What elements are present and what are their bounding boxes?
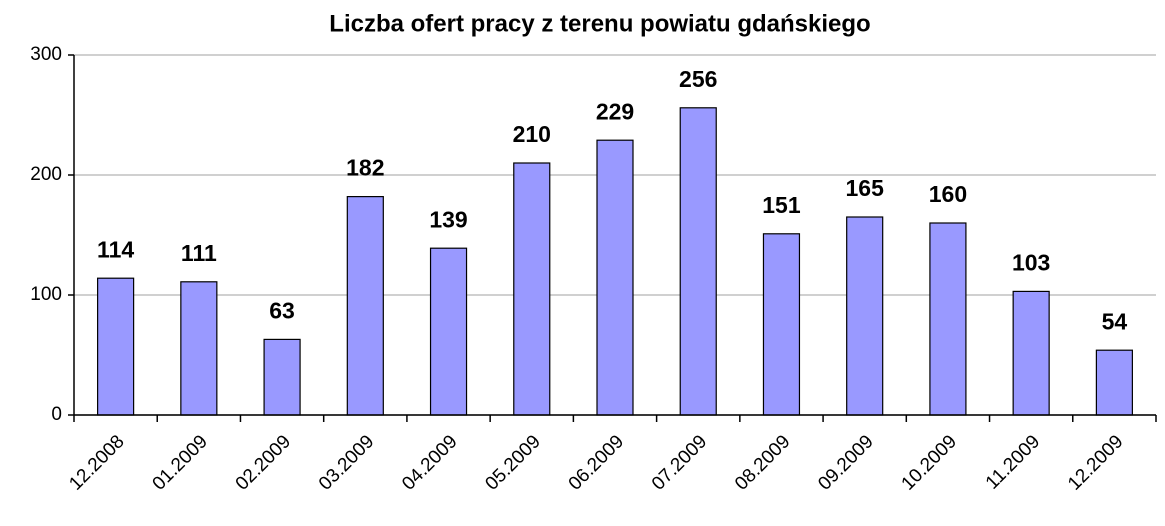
x-tick-label: 06.2009: [565, 431, 628, 494]
bar: [180, 281, 218, 416]
x-tick-label: 08.2009: [731, 431, 794, 494]
x-tick-label: 12.2008: [65, 431, 128, 494]
value-label: 54: [1102, 308, 1128, 334]
value-label: 103: [1012, 249, 1050, 275]
bar: [846, 216, 884, 416]
bar: [596, 139, 634, 416]
x-tick-label: 11.2009: [982, 431, 1044, 493]
bar: [762, 233, 801, 416]
x-tick-label: 05.2009: [481, 431, 544, 494]
value-label: 111: [181, 240, 217, 266]
bar: [679, 107, 717, 416]
value-label: 63: [269, 297, 295, 323]
bar: [263, 338, 301, 416]
y-tick-label: 300: [30, 44, 62, 65]
y-tick-label: 200: [30, 164, 62, 185]
x-tick-label: 04.2009: [398, 431, 461, 494]
value-label: 210: [513, 121, 551, 147]
x-tick-label: 12.2009: [1064, 431, 1127, 494]
y-tick-label: 100: [30, 284, 62, 305]
value-label: 114: [97, 236, 134, 262]
value-label: 256: [679, 66, 717, 92]
bar: [1095, 349, 1133, 416]
x-tick-label: 07.2009: [648, 431, 711, 494]
value-label: 160: [929, 181, 967, 207]
value-label: 165: [846, 175, 885, 201]
value-label: 151: [762, 192, 801, 218]
x-tick-label: 10.2009: [898, 431, 961, 494]
bar: [429, 247, 468, 416]
bar: [1012, 290, 1050, 416]
x-tick-label: 09.2009: [814, 431, 877, 494]
x-tick-label: 01.2009: [149, 431, 212, 494]
y-tick-label: 0: [51, 404, 62, 425]
bar: [929, 222, 967, 416]
x-tick-label: 02.2009: [232, 431, 295, 494]
value-label: 139: [429, 206, 467, 232]
x-tick-label: 03.2009: [315, 431, 378, 494]
bar: [97, 277, 135, 416]
chart-title: Liczba ofert pracy z terenu powiatu gdań…: [329, 10, 870, 37]
value-label: 229: [596, 98, 634, 124]
bar: [513, 162, 551, 416]
bar: [346, 196, 384, 416]
value-label: 182: [346, 155, 384, 181]
